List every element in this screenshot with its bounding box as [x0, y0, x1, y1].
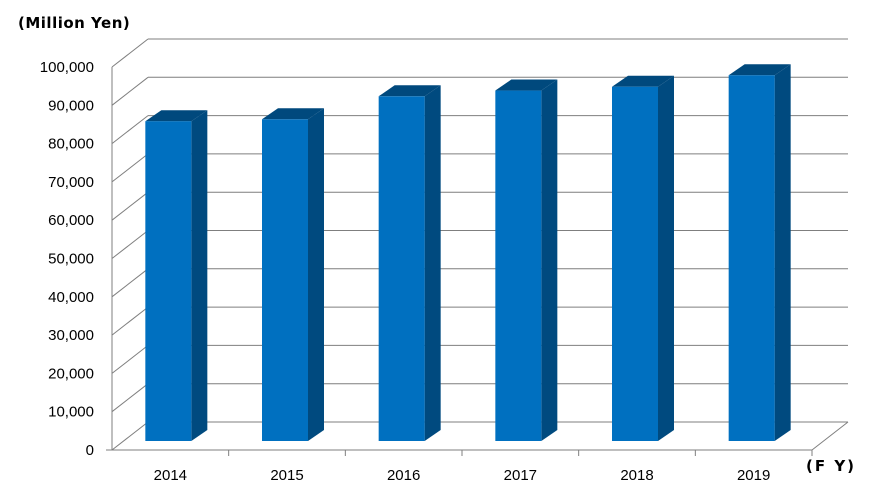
gridline-diagonal: [111, 421, 149, 451]
bar: [612, 86, 658, 441]
bar-top: [495, 79, 558, 91]
x-tick-label: 2014: [154, 467, 187, 484]
x-tick-label: 2019: [737, 467, 770, 484]
bar: [145, 121, 192, 441]
gridline-diagonal: [111, 230, 149, 259]
bar: [378, 96, 425, 442]
x-tick-label: 2018: [620, 467, 653, 484]
bar-side: [308, 108, 324, 441]
y-tick-label: 30,000: [48, 327, 94, 344]
gridline-diagonal: [111, 115, 149, 144]
bar-side: [424, 85, 441, 442]
y-tick-label: 80,000: [48, 136, 94, 153]
x-tick-label: 2016: [387, 467, 420, 484]
y-tick-label: 70,000: [48, 174, 94, 191]
bar-side: [774, 64, 791, 442]
y-tick-label: 60,000: [48, 212, 94, 229]
floor-edge: [811, 421, 849, 451]
bar-top: [728, 64, 791, 76]
y-tick-label: 10,000: [48, 404, 94, 421]
y-unit-label: (Million Yen): [18, 14, 131, 32]
bar-top: [262, 108, 324, 120]
bar-side: [541, 79, 558, 442]
gridline-diagonal: [111, 76, 149, 106]
bar-top: [378, 85, 441, 97]
bar: [495, 90, 542, 442]
gridline-diagonal: [111, 383, 149, 413]
bar-top: [612, 75, 674, 87]
gridline-diagonal: [111, 153, 149, 183]
bar: [728, 75, 775, 442]
y-tick-label: 50,000: [48, 251, 94, 268]
bar: [262, 119, 308, 441]
x-tick-label: 2017: [504, 467, 537, 484]
y-tick-label: 0: [86, 442, 94, 459]
gridline-diagonal: [111, 191, 149, 221]
x-unit-label: (F Y): [806, 457, 857, 475]
bar-side: [658, 75, 674, 441]
bar-top: [145, 110, 208, 122]
y-tick-label: 90,000: [48, 97, 94, 114]
y-tick-label: 40,000: [48, 289, 94, 306]
gridline-diagonal: [111, 306, 149, 336]
bar-side: [191, 110, 208, 441]
y-tick-label: 100,000: [40, 59, 94, 76]
y-tick-label: 20,000: [48, 365, 94, 382]
gridline-diagonal: [111, 345, 149, 374]
gridline-diagonal: [111, 38, 149, 68]
x-tick-label: 2015: [270, 467, 303, 484]
gridline-diagonal: [111, 268, 149, 298]
